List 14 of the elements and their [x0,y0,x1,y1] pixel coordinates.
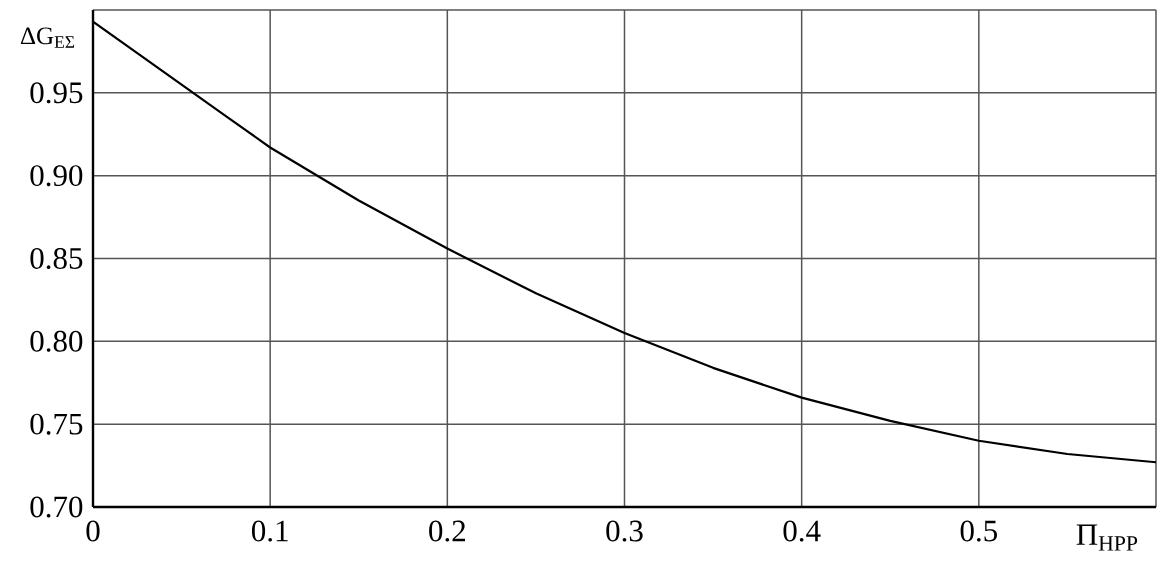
y-axis-title: ΔG$_{EΣ}$ [20,27,75,48]
x-tick-label: 0.4 [783,520,821,542]
x-tick-label: 0.5 [960,520,997,542]
y-tick-label: 0.90 [30,165,83,187]
x-tick-label: 0 [86,520,100,542]
y-tick-label: 0.75 [30,413,83,435]
y-tick-label: 0.80 [30,330,83,352]
x-tick-label: 0.1 [251,520,288,542]
y-tick-label: 0.70 [30,496,83,518]
x-axis-title: Π$_{HPP}$ [1076,524,1138,551]
x-tick-label: 0.3 [606,520,643,542]
y-tick-label: 0.85 [30,247,83,270]
x-tick-label: 0.2 [429,520,465,542]
y-tick-label: 0.95 [30,82,83,104]
